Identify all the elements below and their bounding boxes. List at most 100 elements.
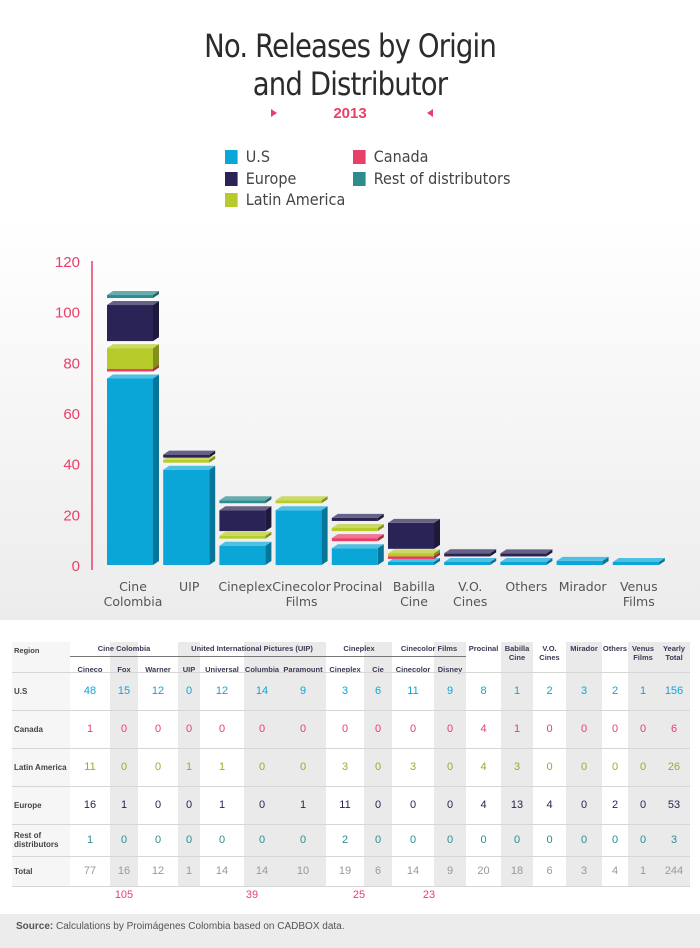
bar-side-us bbox=[658, 558, 665, 565]
group-header: Procinal bbox=[468, 644, 499, 653]
row-label: Europe bbox=[14, 800, 42, 810]
table-cell: 0 bbox=[480, 834, 487, 846]
table-cell: 3 bbox=[409, 761, 417, 773]
chart-title-line2: and Distributor bbox=[252, 65, 448, 103]
x-tick-label: Cine bbox=[119, 579, 147, 594]
table-cell: 1 bbox=[185, 865, 193, 877]
table-cell: 0 bbox=[546, 761, 553, 773]
bar-top-latin bbox=[219, 531, 272, 536]
bar-top-us bbox=[163, 465, 216, 470]
bar-europe bbox=[331, 517, 378, 521]
legend-swatch-europe bbox=[225, 171, 238, 186]
group-header: V.O. Cines bbox=[539, 644, 560, 662]
row-label: Rest of distributors bbox=[14, 831, 59, 849]
table-cell: 4 bbox=[480, 799, 487, 811]
table-cell: 0 bbox=[446, 834, 454, 846]
table-cell: 1 bbox=[513, 723, 521, 735]
table-cell: 0 bbox=[218, 834, 226, 846]
table-cell: 1 bbox=[218, 761, 226, 773]
legend-label-latin: Latin America bbox=[245, 190, 346, 209]
table-cell: 0 bbox=[639, 723, 647, 735]
table-cell: 14 bbox=[406, 865, 420, 877]
bar-top-us bbox=[444, 558, 497, 562]
row-divider bbox=[12, 748, 690, 749]
group-total: 39 bbox=[245, 889, 259, 901]
table-cell: 3 bbox=[341, 761, 349, 773]
bar-top-us bbox=[388, 558, 440, 562]
column-shade bbox=[434, 642, 466, 886]
table-cell: 4 bbox=[611, 865, 619, 877]
column-shade bbox=[566, 642, 602, 886]
bar-side-latin bbox=[321, 496, 328, 504]
y-tick-label: 60 bbox=[63, 406, 80, 423]
table-cell: 1 bbox=[86, 834, 94, 846]
bar-us bbox=[107, 378, 153, 565]
legend-item-europe: Europe bbox=[225, 169, 296, 188]
table-cell: 0 bbox=[218, 723, 226, 735]
x-tick-label: Cinecolor bbox=[272, 579, 331, 594]
chart-title-line1: No. Releases by Origin bbox=[204, 27, 497, 65]
table-cell: 1 bbox=[218, 799, 226, 811]
bar-us bbox=[219, 545, 266, 565]
group-header: Babilla Cine bbox=[504, 644, 530, 662]
table-cell: 16 bbox=[117, 865, 131, 877]
table-cell: 12 bbox=[215, 685, 229, 697]
x-tick-label: Mirador bbox=[559, 579, 608, 594]
bar-side-canada bbox=[377, 534, 384, 542]
table-cell: 9 bbox=[299, 685, 307, 697]
bar-side-canada bbox=[434, 551, 440, 559]
table-cell: 0 bbox=[120, 723, 128, 735]
y-tick-label: 40 bbox=[63, 457, 80, 474]
bar-canada bbox=[107, 368, 153, 372]
bar-top-us bbox=[500, 558, 553, 562]
bar-europe bbox=[444, 553, 491, 557]
table-cell: 0 bbox=[580, 723, 588, 735]
bar-top-europe bbox=[163, 450, 216, 455]
table-cell: 2 bbox=[546, 685, 553, 697]
year-label: 2013 bbox=[333, 105, 367, 122]
table-cell: 0 bbox=[639, 761, 647, 773]
table-cell: 6 bbox=[546, 865, 553, 877]
group-divider bbox=[70, 656, 178, 657]
table-cell: 0 bbox=[185, 685, 193, 697]
group-header: Mirador bbox=[570, 644, 598, 653]
table-cell: 0 bbox=[639, 834, 647, 846]
bar-top-europe bbox=[388, 518, 440, 523]
table-cell: 53 bbox=[667, 799, 681, 811]
column-header: Cineco bbox=[77, 665, 103, 674]
bar-top-europe bbox=[500, 549, 553, 554]
x-tick-label: Colombia bbox=[104, 594, 163, 609]
table-cell: 2 bbox=[341, 834, 349, 846]
bar-latin bbox=[275, 500, 322, 504]
table-cell: 0 bbox=[258, 799, 266, 811]
year-arrow-left-icon bbox=[427, 109, 433, 117]
bar-top-us bbox=[331, 544, 384, 549]
row-divider bbox=[12, 672, 690, 673]
region-column-shade bbox=[12, 642, 70, 886]
group-header: Cine Colombia bbox=[97, 644, 151, 653]
table-cell: 0 bbox=[513, 834, 521, 846]
table-cell: 6 bbox=[374, 685, 382, 697]
table-cell: 0 bbox=[580, 799, 588, 811]
bar-top-europe bbox=[219, 506, 272, 511]
table-cell: 0 bbox=[341, 723, 349, 735]
group-divider bbox=[326, 656, 392, 657]
table-cell: 12 bbox=[151, 685, 165, 697]
table-cell: 3 bbox=[580, 865, 588, 877]
table-cell: 0 bbox=[258, 834, 266, 846]
legend-swatch-rest bbox=[353, 171, 366, 186]
table-cell: 20 bbox=[477, 865, 490, 877]
legend-swatch-latin bbox=[225, 192, 238, 207]
bar-top-us bbox=[107, 374, 159, 379]
x-tick-label: Films bbox=[286, 594, 318, 609]
y-tick-label: 0 bbox=[72, 558, 80, 575]
bar-us bbox=[163, 469, 210, 565]
row-label: U.S bbox=[14, 686, 28, 696]
bar-side-europe bbox=[546, 549, 553, 557]
bar-us bbox=[331, 548, 378, 565]
table-cell: 0 bbox=[185, 723, 193, 735]
table-cell: 0 bbox=[611, 834, 619, 846]
table-cell: 1 bbox=[639, 685, 647, 697]
bar-canada bbox=[331, 538, 378, 542]
table-cell: 0 bbox=[374, 761, 382, 773]
